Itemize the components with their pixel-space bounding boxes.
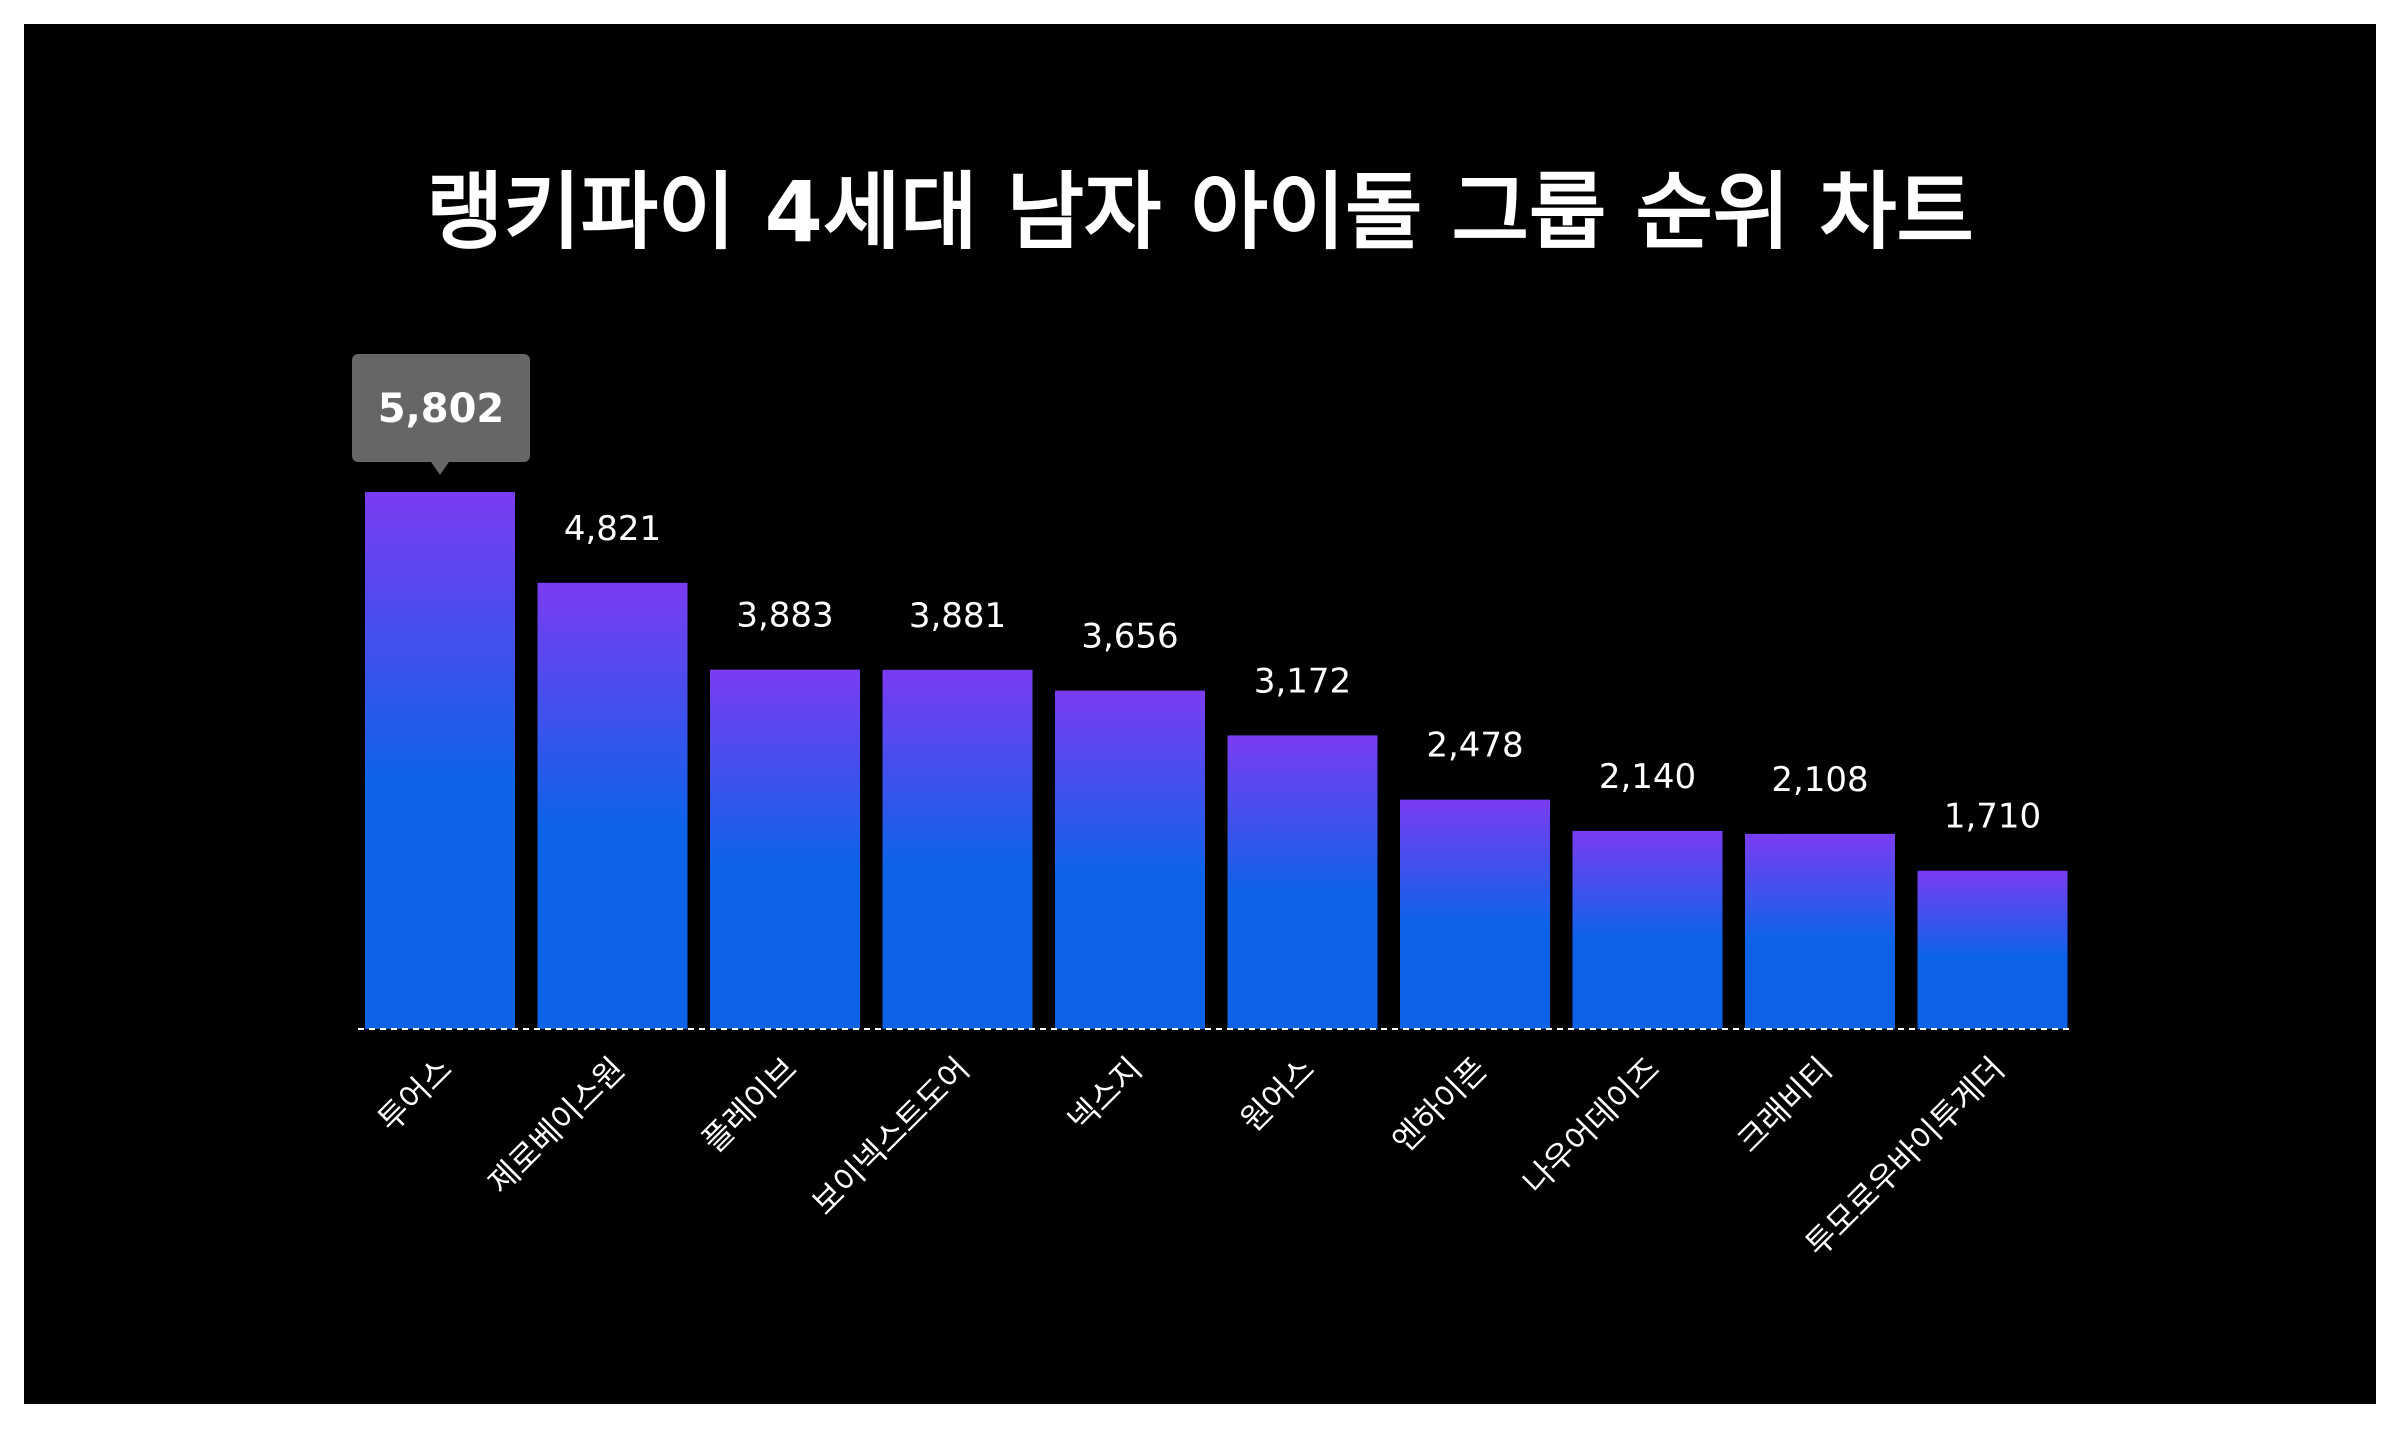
- value-tooltip: 5,802: [352, 354, 530, 475]
- tooltip-box: [352, 354, 530, 462]
- value-label-3: 3,883: [736, 596, 833, 636]
- value-label-4: 3,881: [909, 596, 1006, 636]
- category-label-4: 보이넥스트도어: [805, 1050, 978, 1223]
- bar-5[interactable]: [1055, 690, 1205, 1029]
- tooltip-arrow: [431, 462, 449, 475]
- bar-4[interactable]: [882, 669, 1033, 1029]
- category-label-5: 넥스지: [1060, 1050, 1149, 1139]
- value-label-10: 1,710: [1944, 797, 2041, 837]
- category-label-8: 나우어데이즈: [1515, 1050, 1667, 1202]
- value-label-6: 3,172: [1254, 661, 1351, 701]
- bar-1[interactable]: [365, 492, 515, 1029]
- value-label-5: 3,656: [1081, 617, 1178, 657]
- bar-3[interactable]: [710, 669, 860, 1029]
- category-label-6: 원어스: [1233, 1050, 1322, 1139]
- bar-9[interactable]: [1745, 833, 1895, 1029]
- chart-title: 랭키파이 4세대 남자 아이돌 그룹 순위 차트: [426, 163, 1974, 261]
- value-label-8: 2,140: [1599, 757, 1696, 797]
- category-label-2: 제로베이스원: [480, 1050, 632, 1202]
- value-label-2: 4,821: [564, 509, 661, 549]
- category-label-1: 투어스: [370, 1050, 459, 1139]
- bar-8[interactable]: [1572, 830, 1723, 1029]
- bar-2[interactable]: [537, 582, 688, 1029]
- category-label-3: 플레이브: [695, 1050, 805, 1160]
- category-label-7: 엔하이픈: [1385, 1050, 1495, 1160]
- category-label-9: 크래비티: [1730, 1050, 1840, 1160]
- bar-6[interactable]: [1227, 735, 1378, 1029]
- value-label-7: 2,478: [1426, 726, 1523, 766]
- value-label-9: 2,108: [1771, 760, 1868, 800]
- bar-7[interactable]: [1400, 799, 1550, 1029]
- value-label-1: 5,802: [378, 386, 505, 432]
- bar-10[interactable]: [1917, 870, 2068, 1029]
